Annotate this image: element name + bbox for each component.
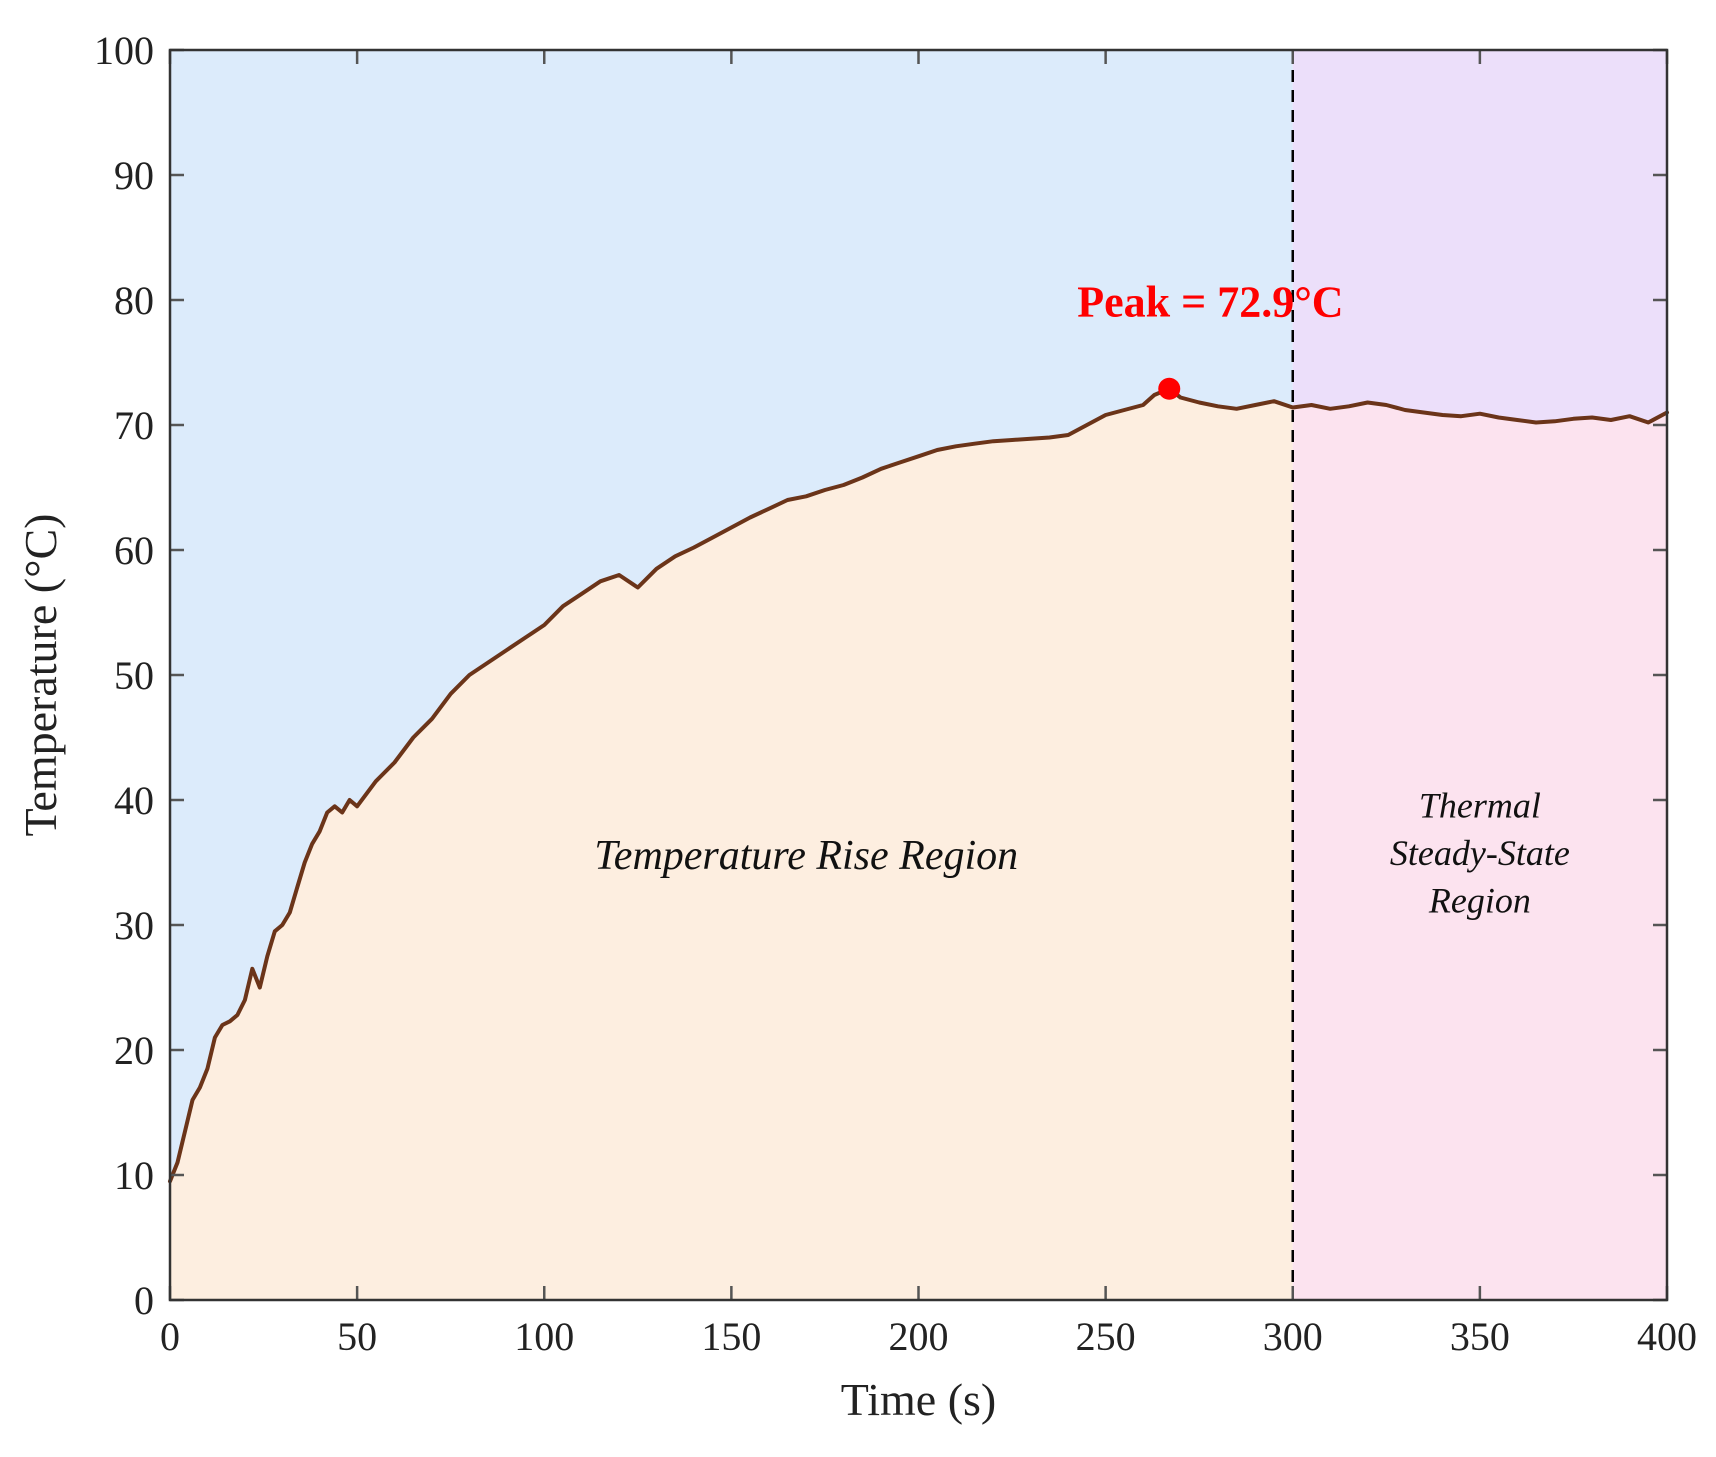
series-layer xyxy=(168,386,1669,1184)
y-tick-label-50: 50 xyxy=(114,653,154,698)
y-tick-label-80: 80 xyxy=(114,278,154,323)
y-tick-label-100: 100 xyxy=(94,28,154,73)
y-tick-label-20: 20 xyxy=(114,1028,154,1073)
region-1-upper-fill xyxy=(1292,50,1667,423)
y-tick-label-30: 30 xyxy=(114,903,154,948)
peak-marker xyxy=(1158,377,1181,400)
x-tick-label-200: 200 xyxy=(889,1314,949,1359)
steady-region-label-line3: Region xyxy=(1428,881,1531,921)
region-1-lower-fill xyxy=(1292,402,1667,1300)
peak-label: Peak = 72.9°C xyxy=(1077,277,1343,326)
y-axis-label: Temperature (°C) xyxy=(15,514,66,837)
y-tick-label-40: 40 xyxy=(114,778,154,823)
plot-frame xyxy=(168,48,1669,1302)
region-0-lower-fill xyxy=(170,388,1293,1300)
temperature-series-line xyxy=(168,386,1669,1184)
x-tick-label-350: 350 xyxy=(1450,1314,1510,1359)
steady-region-label-line1: Thermal xyxy=(1419,786,1541,826)
x-tick-label-0: 0 xyxy=(160,1314,180,1359)
y-tick-label-60: 60 xyxy=(114,528,154,573)
y-tick-label-70: 70 xyxy=(114,403,154,448)
region-backgrounds xyxy=(170,50,1667,1300)
x-tick-label-250: 250 xyxy=(1076,1314,1136,1359)
x-tick-label-100: 100 xyxy=(514,1314,574,1359)
x-tick-label-300: 300 xyxy=(1263,1314,1323,1359)
rise-region-label: Temperature Rise Region xyxy=(594,833,1018,879)
y-tick-label-90: 90 xyxy=(114,153,154,198)
x-tick-label-400: 400 xyxy=(1637,1314,1697,1359)
x-tick-label-50: 50 xyxy=(337,1314,377,1359)
x-axis-label: Time (s) xyxy=(841,1374,997,1425)
steady-region-label-line2: Steady-State xyxy=(1390,833,1570,873)
y-tick-label-0: 0 xyxy=(134,1278,154,1323)
y-tick-labels: 0 10 20 30 40 50 60 70 80 90 100 xyxy=(94,28,154,1323)
x-tick-label-150: 150 xyxy=(701,1314,761,1359)
region-0-upper-fill xyxy=(170,50,1293,1182)
y-tick-label-10: 10 xyxy=(114,1153,154,1198)
x-tick-labels: 0 50 100 150 200 250 300 350 400 xyxy=(160,1314,1697,1359)
